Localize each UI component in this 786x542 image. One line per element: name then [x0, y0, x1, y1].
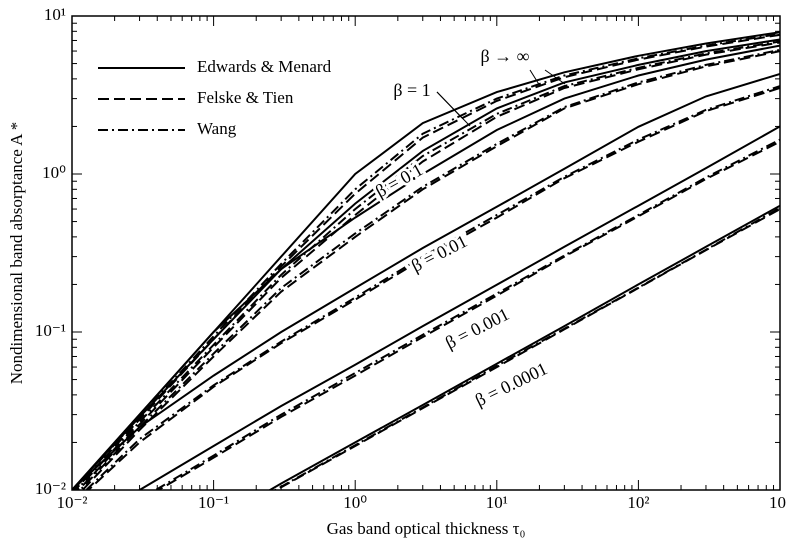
x-tick-label: 10⁻¹ [198, 493, 229, 512]
curve [78, 48, 780, 490]
legend-label: Felske & Tien [197, 88, 294, 107]
legend-label: Wang [197, 119, 237, 138]
curve [72, 44, 780, 490]
leader-line [529, 69, 541, 87]
legend-label: Edwards & Menard [197, 57, 332, 76]
leader-line [544, 69, 566, 85]
plot-area [72, 31, 780, 490]
curve [84, 85, 780, 490]
x-axis-label: Gas band optical thickness τ₀ [327, 519, 526, 538]
curve [72, 38, 780, 490]
curve-label: β = 0.1 [372, 159, 426, 201]
y-tick-label: 10⁻¹ [35, 321, 66, 340]
curve-label: β → ∞ [481, 46, 530, 66]
x-tick-label: 10³ [769, 493, 786, 512]
curve [268, 204, 780, 490]
curve [137, 125, 780, 490]
y-tick-label: 10¹ [44, 5, 66, 24]
curve [72, 32, 780, 490]
curve [72, 72, 780, 490]
plot-frame [71, 15, 781, 491]
curve-label: β = 0.01 [408, 231, 470, 276]
leader-line [436, 91, 471, 127]
curve [273, 207, 780, 490]
y-axis-label: Nondimensional band absorptance A * [7, 122, 26, 385]
x-tick-label: 10⁰ [343, 493, 367, 512]
curve-label: β = 1 [393, 80, 430, 100]
curve-label: β = 0.001 [442, 304, 512, 353]
y-tick-label: 10⁻² [35, 479, 66, 498]
x-tick-label: 10² [627, 493, 649, 512]
curve-label: β = 0.0001 [472, 358, 551, 410]
x-tick-label: 10⁻² [56, 493, 87, 512]
curve [73, 33, 780, 490]
curve [81, 50, 780, 490]
curve [153, 138, 780, 490]
curve [75, 40, 780, 490]
curve [77, 41, 780, 490]
curve [86, 87, 780, 490]
y-tick-label: 10⁰ [42, 163, 66, 182]
x-tick-label: 10¹ [486, 493, 508, 512]
curve [156, 140, 780, 490]
